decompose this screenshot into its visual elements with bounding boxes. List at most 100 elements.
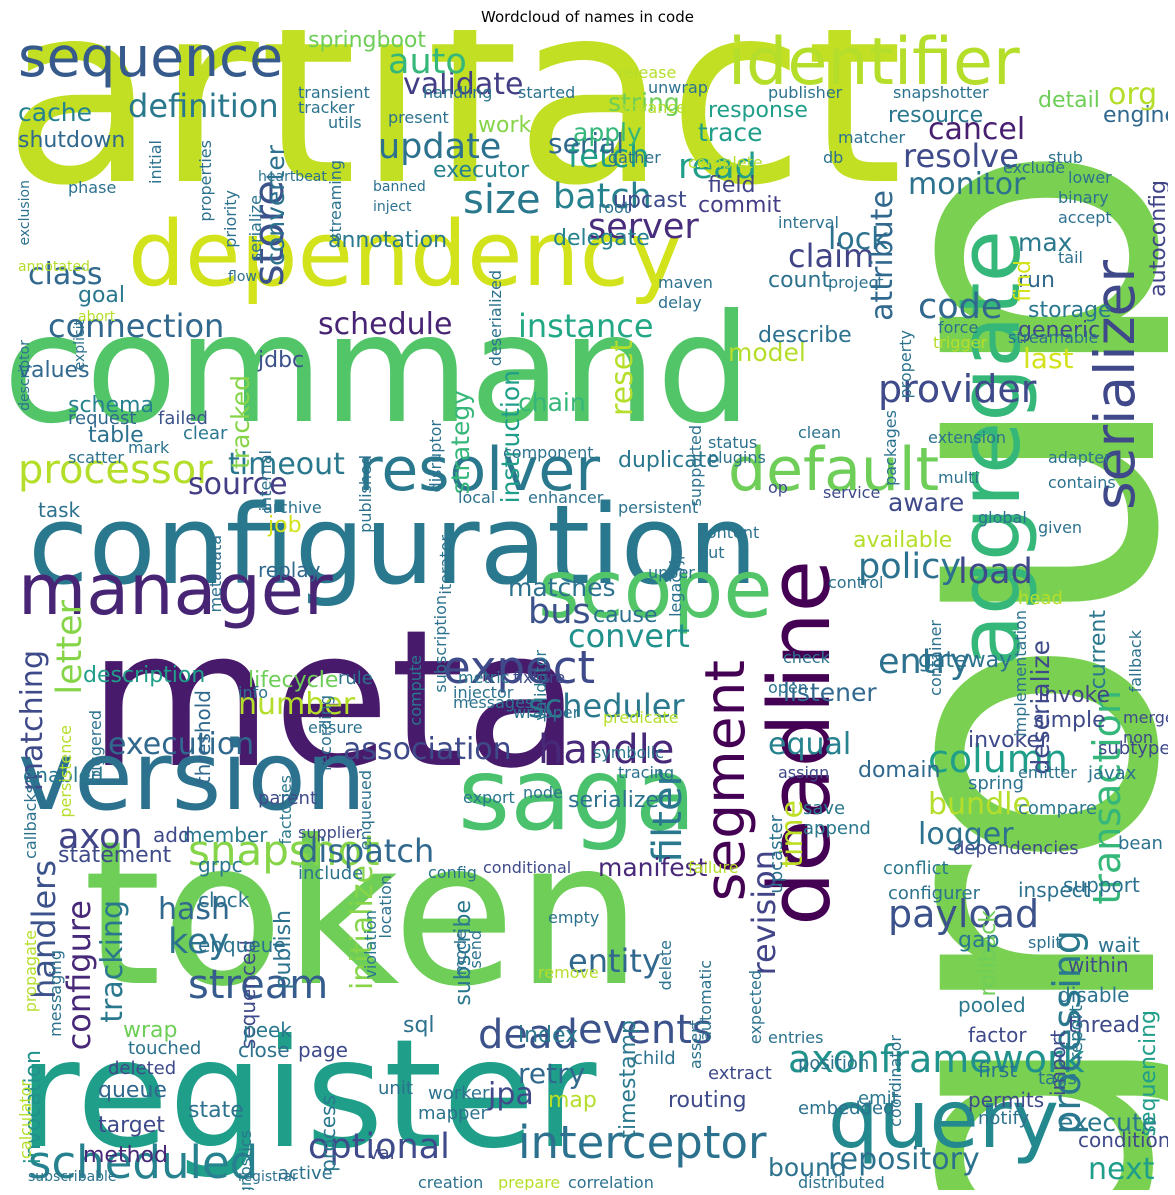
word-delete: delete: [656, 940, 675, 991]
word-fixture: fixture: [513, 668, 566, 687]
word-org: org: [1108, 77, 1158, 112]
word-touched: touched: [128, 1038, 202, 1059]
word-listener: listener: [783, 678, 877, 707]
word-tracing: tracing: [618, 763, 675, 782]
word-upcast: upcast: [613, 188, 687, 213]
word-replay: replay: [258, 558, 321, 582]
word-code: code: [918, 287, 1003, 327]
word-disable: disable: [1058, 983, 1130, 1007]
word-class: class: [28, 257, 103, 292]
word-heartbeat: heartbeat: [258, 169, 327, 185]
word-project: project: [828, 273, 884, 292]
word-describe: describe: [758, 323, 852, 348]
word-status: status: [708, 433, 758, 452]
word-map: map: [548, 1088, 597, 1113]
word-run: run: [1018, 268, 1055, 293]
word-exclusion: exclusion: [17, 180, 33, 246]
word-permits: permits: [968, 1088, 1045, 1112]
word-prepare: prepare: [498, 1173, 561, 1191]
word-task: task: [38, 498, 81, 522]
word-emit: emit: [858, 1088, 899, 1109]
chart-title: Wordcloud of names in code: [481, 8, 694, 26]
word-payload: payload: [888, 892, 1040, 936]
word-schema: schema: [68, 393, 154, 418]
word-enhancer: enhancer: [528, 488, 604, 507]
word-axonframework: axonframework: [788, 1037, 1085, 1081]
word-clear: clear: [183, 423, 228, 444]
word-open: open: [768, 678, 808, 697]
word-supported: supported: [686, 425, 705, 507]
word-snapshotter: snapshotter: [893, 83, 989, 102]
word-jpa: jpa: [488, 1077, 534, 1112]
word-split: split: [1028, 933, 1062, 952]
word-deserialized: deserialized: [486, 270, 505, 367]
word-deleted: deleted: [108, 1058, 177, 1079]
word-lower: lower: [1068, 168, 1112, 187]
word-non: non: [1123, 728, 1154, 747]
word-axon: axon: [58, 817, 143, 857]
word-aware: aware: [888, 488, 965, 517]
word-config: config: [428, 863, 477, 882]
word-engine: engine: [1103, 103, 1168, 128]
word-gather: gather: [608, 148, 661, 167]
word-process: process: [316, 1095, 340, 1172]
word-processor: processor: [18, 447, 213, 493]
word-include: include: [298, 863, 364, 884]
word-batch: batch: [553, 177, 652, 217]
word-scheduler: scheduler: [528, 687, 685, 725]
word-put: put: [698, 543, 725, 562]
word-send: send: [466, 930, 485, 969]
word-saga: saga: [458, 736, 697, 853]
word-detail: detail: [1038, 88, 1100, 113]
word-interceptor: interceptor: [518, 1116, 767, 1169]
word-subtype: subtype: [1098, 738, 1168, 759]
word-child: child: [633, 1048, 676, 1069]
word-trigger: trigger: [933, 333, 988, 352]
word-supplier: supplier: [298, 823, 363, 842]
wordcloud: artifact command group meta token register con…: [8, 30, 1168, 1190]
word-callbacks: callbacks: [21, 785, 40, 859]
word-complete: complete: [688, 153, 763, 172]
word-events: events: [578, 1007, 713, 1053]
word-unwrap: unwrap: [648, 78, 708, 97]
word-db: db: [823, 148, 844, 167]
word-connection: connection: [48, 307, 225, 345]
word-snapshot: snapshot: [188, 826, 380, 875]
word-extension: extension: [928, 428, 1006, 447]
word-root: root: [598, 198, 631, 217]
word-member: member: [183, 823, 268, 847]
word-register: register: [18, 1008, 597, 1182]
word-provider: provider: [878, 367, 1037, 411]
word-streaming: streaming: [326, 160, 345, 241]
word-validate: validate: [403, 67, 524, 102]
word-timestamp: timestamp: [616, 1020, 641, 1139]
word-metric: metric: [458, 668, 510, 687]
word-schedule: schedule: [318, 307, 453, 342]
word-serialized: serialized: [568, 788, 673, 813]
word-content: content: [698, 523, 760, 542]
word-emitter: emitter: [1018, 763, 1077, 782]
word-archive: archive: [263, 498, 322, 517]
word-monitor: monitor: [908, 167, 1026, 202]
word-springboot: springboot: [308, 30, 427, 53]
word-inspect: inspect: [1018, 878, 1091, 902]
word-number: number: [238, 687, 356, 722]
word-factor: factor: [968, 1023, 1027, 1047]
word-priority: priority: [221, 190, 240, 248]
word-merge: merge: [1123, 708, 1168, 727]
word-recording: recording: [316, 695, 335, 771]
word-max: max: [1018, 228, 1073, 257]
word-propagate: propagate: [21, 930, 40, 1013]
word-triggered: triggered: [86, 710, 105, 784]
word-inject: inject: [373, 199, 412, 215]
word-response: response: [708, 98, 808, 123]
word-dead: dead: [478, 1012, 578, 1058]
word-storage: storage: [1028, 298, 1112, 323]
word-rule: rule: [338, 668, 373, 689]
word-bean: bean: [1118, 833, 1163, 854]
word-interval: interval: [778, 213, 839, 232]
word-extract: extract: [708, 1063, 772, 1084]
word-version: version: [18, 722, 366, 832]
word-commit: commit: [698, 193, 782, 218]
word-active: active: [278, 1163, 333, 1184]
